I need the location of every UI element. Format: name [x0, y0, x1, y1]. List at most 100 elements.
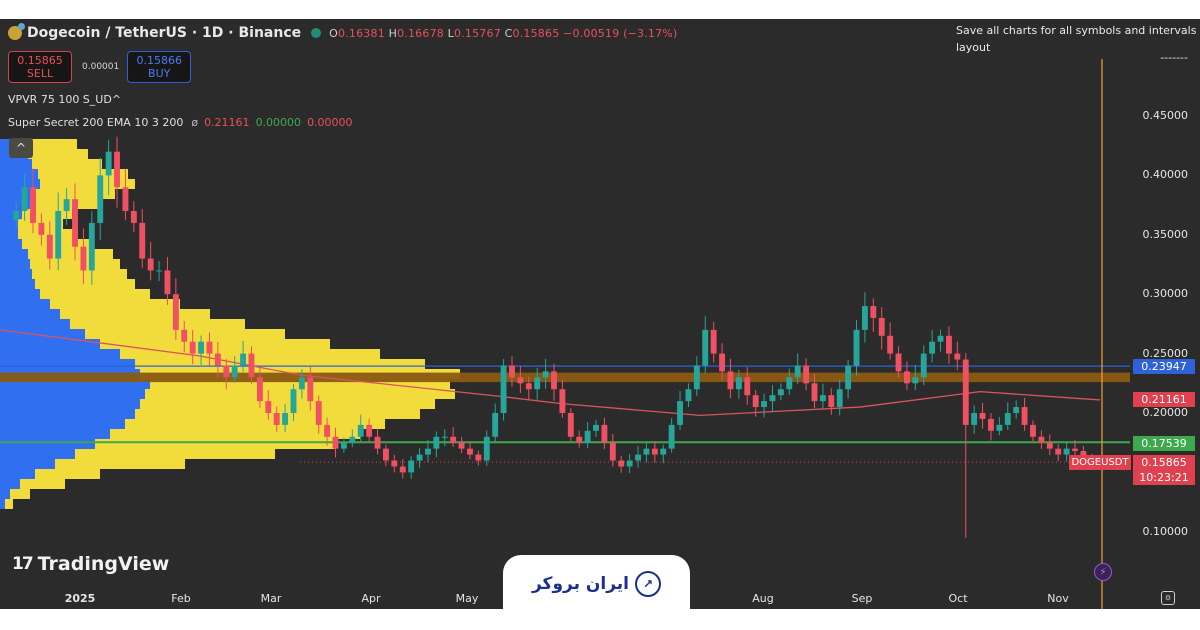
candle-body: [399, 466, 406, 473]
volume-profile-bar: [0, 479, 65, 489]
candle-body: [693, 365, 700, 390]
candle-body: [1055, 448, 1062, 455]
candle-body: [962, 359, 969, 425]
candle-body: [584, 430, 591, 443]
candle-body: [954, 353, 961, 360]
volume-profile-bar: [0, 139, 77, 149]
candle-body: [408, 460, 415, 473]
candle-body: [483, 436, 490, 461]
time-axis-label: Feb: [171, 592, 191, 605]
volume-profile-bar: [0, 419, 125, 429]
candle-body: [1021, 407, 1028, 425]
candle-body: [719, 353, 726, 372]
volume-profile-bar: [0, 169, 38, 179]
price-axis-label: 0.35000: [1142, 227, 1189, 241]
volume-profile-bar: [0, 209, 22, 219]
tradingview-logo: 17 TradingView: [12, 553, 170, 575]
candle-body: [626, 460, 633, 467]
candle-body: [542, 371, 549, 378]
candle-body: [903, 371, 910, 384]
candle-body: [97, 175, 104, 223]
price-axis-label: 0.40000: [1142, 168, 1189, 182]
candle-body: [458, 442, 465, 449]
candle-body: [223, 365, 230, 378]
candle-body: [752, 395, 759, 408]
volume-profile-bar: [0, 279, 35, 289]
candle-body: [256, 377, 263, 402]
candle-body: [189, 341, 196, 354]
candle-body: [290, 389, 297, 413]
ema-value: 0.21161: [204, 116, 250, 129]
volume-profile-bar: [0, 419, 385, 429]
volume-profile-bar: [0, 359, 425, 369]
candle-body: [786, 377, 793, 390]
time-axis-label: Aug: [752, 592, 774, 605]
volume-profile-bar: [0, 339, 330, 349]
volume-profile-bar: [0, 259, 120, 269]
volume-profile-bar: [0, 469, 100, 479]
volume-profile-bar: [0, 409, 420, 419]
candle-body: [475, 454, 482, 461]
candle-body: [912, 377, 919, 384]
volume-profile-bar: [0, 329, 285, 339]
candle-body: [635, 454, 641, 461]
candle-body: [946, 335, 952, 354]
candle-body: [685, 389, 692, 402]
indicator-vpvr[interactable]: VPVR 75 100 S_UD^: [8, 93, 122, 106]
candle-body: [702, 329, 709, 366]
candle-body: [164, 270, 171, 295]
candle-body: [727, 371, 734, 390]
symbol-title[interactable]: Dogecoin / TetherUS · 1D · Binance: [27, 25, 302, 41]
bolt-icon[interactable]: ⚡: [1094, 563, 1112, 581]
settings-gear-icon[interactable]: ⚙: [1161, 591, 1175, 605]
volume-profile-bar: [0, 449, 75, 459]
candle-body: [332, 436, 339, 449]
candle-body: [593, 424, 599, 431]
price-axis-label: 0.20000: [1142, 406, 1189, 419]
volume-profile-bar: [0, 469, 35, 479]
candle-body: [744, 377, 751, 396]
candle-body: [668, 424, 675, 449]
candle-body: [114, 151, 120, 188]
time-axis-label: 2025: [64, 592, 96, 605]
volume-profile-bar: [0, 499, 5, 509]
candle-body: [895, 353, 902, 372]
candle-body: [231, 365, 238, 378]
chart-canvas[interactable]: [0, 19, 1200, 609]
volume-profile-bar: [0, 399, 140, 409]
collapse-legend-button[interactable]: ^: [9, 138, 33, 158]
candle-body: [198, 341, 205, 354]
candle-body: [282, 413, 289, 425]
candle-body: [803, 365, 810, 384]
candle-body: [996, 424, 1003, 431]
volume-profile-bar: [0, 429, 360, 439]
volume-profile-bar: [0, 209, 72, 219]
broker-name: ایران بروکر: [531, 574, 630, 594]
candle-body: [500, 365, 507, 413]
price-axis-label: 0.30000: [1142, 287, 1189, 301]
candle-body: [21, 187, 28, 212]
volume-profile-bar: [0, 289, 150, 299]
indicator-ema[interactable]: Super Secret 200 EMA 10 3 200 ø 0.21161 …: [8, 116, 353, 129]
candle-body: [811, 383, 818, 402]
save-layout-tooltip: Save all charts for all symbols and inte…: [956, 24, 1197, 54]
chart-area[interactable]: Dogecoin / TetherUS · 1D · Binance O0.16…: [0, 19, 1200, 609]
candle-body: [265, 401, 272, 413]
volume-profile-bar: [0, 169, 128, 179]
sell-button[interactable]: 0.15865 SELL: [8, 51, 72, 83]
candle-body: [1038, 436, 1045, 443]
candle-body: [1004, 413, 1011, 425]
price-tag-last: 0.15865 10:23:21: [1133, 455, 1195, 485]
symbol-tag: DOGEUSDT: [1069, 455, 1131, 470]
candle-body: [1013, 407, 1020, 413]
symbol-legend[interactable]: Dogecoin / TetherUS · 1D · Binance O0.16…: [8, 23, 677, 41]
candle-body: [357, 424, 364, 437]
candle-body: [735, 377, 742, 390]
candle-body: [1046, 442, 1053, 449]
buy-button[interactable]: 0.15866 BUY: [127, 51, 192, 83]
candle-body: [349, 436, 356, 443]
market-status-icon: [311, 28, 322, 38]
volume-profile-bar: [0, 299, 180, 309]
volume-profile-bar: [0, 159, 102, 169]
candle-body: [618, 460, 625, 467]
